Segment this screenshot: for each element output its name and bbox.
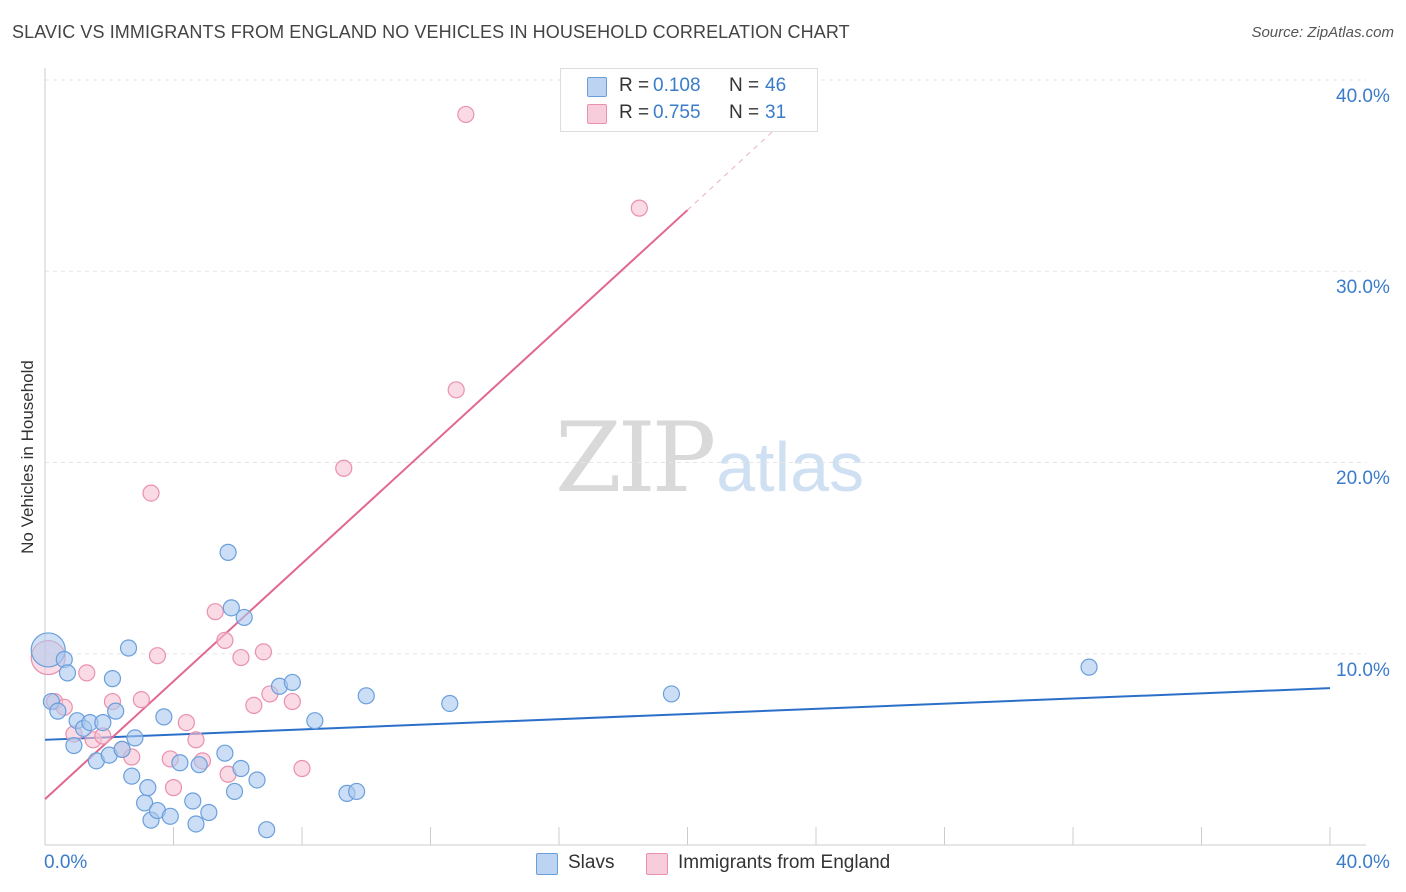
slavs-legend-swatch	[536, 853, 558, 875]
slavs-point	[58, 664, 77, 682]
legend-n-label: N =	[729, 102, 760, 123]
slavs-point	[103, 670, 122, 688]
england-point	[232, 648, 250, 667]
england-point	[245, 696, 263, 714]
england-point	[206, 603, 224, 621]
slavs-point	[123, 767, 141, 785]
england-swatch	[587, 104, 607, 124]
slavs-point	[348, 782, 366, 801]
legend-r-label: R =	[619, 75, 650, 96]
legend-r-value: 0.755	[653, 102, 701, 123]
slavs-point	[225, 782, 244, 801]
watermark-zip: ZIP	[555, 402, 716, 514]
slavs-point	[1080, 658, 1098, 676]
slavs-point	[49, 702, 67, 720]
legend-r-value: 0.108	[653, 75, 701, 96]
england-point	[132, 691, 150, 709]
slavs-point	[216, 744, 234, 762]
england-legend-label: Immigrants from England	[678, 852, 891, 873]
slavs-point	[357, 687, 375, 705]
axes	[44, 68, 1366, 846]
zipatlas-watermark: ZIPatlas	[555, 402, 864, 514]
slavs-legend-label: Slavs	[568, 852, 615, 873]
y-tick-label-20: 20.0%	[1336, 468, 1390, 489]
slavs-point	[235, 608, 253, 627]
england-point	[142, 484, 160, 502]
slavs-trend-line	[44, 687, 1331, 741]
source-label: Source: ZipAtlas.com	[1251, 24, 1394, 41]
slavs-point	[190, 756, 208, 774]
england-legend-swatch	[646, 853, 668, 875]
grid-lines	[45, 79, 1366, 655]
england-point	[78, 664, 96, 682]
england-point	[293, 759, 311, 778]
slavs-point	[113, 740, 131, 758]
legend-r-label: R =	[619, 102, 650, 123]
slavs-point	[441, 694, 459, 713]
stats-legend: R = 0.108 N = 46 R = 0.755 N = 31	[560, 68, 818, 132]
england-point	[457, 105, 475, 124]
england-point	[148, 647, 167, 665]
x-tick-label-min: 0.0%	[44, 852, 88, 873]
slavs-point	[171, 754, 189, 772]
watermark-atlas: atlas	[716, 428, 865, 506]
trend-lines	[44, 91, 1331, 800]
england-point	[283, 692, 301, 711]
england-point	[216, 631, 234, 649]
england-point	[335, 459, 353, 477]
slavs-point	[283, 673, 301, 692]
slavs-point	[200, 803, 218, 822]
england-trend-line	[44, 209, 689, 800]
slavs-point	[306, 712, 324, 730]
legend-n-label: N =	[729, 75, 760, 96]
slavs-point	[139, 779, 157, 797]
slavs-point	[222, 599, 240, 617]
slavs-point	[187, 815, 205, 833]
slavs-point	[662, 685, 681, 703]
y-tick-label-30: 30.0%	[1336, 277, 1390, 298]
slavs-point	[161, 807, 179, 825]
slavs-point	[107, 702, 125, 720]
y-tick-label-10: 10.0%	[1336, 660, 1390, 681]
england-point	[164, 779, 183, 797]
chart-title: SLAVIC VS IMMIGRANTS FROM ENGLAND NO VEH…	[12, 22, 850, 42]
legend-n-value: 46	[765, 75, 787, 96]
slavs-point	[258, 821, 276, 839]
england-point	[254, 643, 273, 661]
slavs-point	[155, 708, 173, 726]
slavs-point	[126, 729, 144, 747]
legend-n-value: 31	[765, 102, 787, 123]
slavs-point	[219, 543, 237, 561]
slavs-point	[119, 639, 138, 657]
slavs-point	[184, 792, 202, 810]
slavs-swatch	[587, 77, 607, 97]
x-tick-label-max: 40.0%	[1336, 852, 1390, 873]
y-tick-label-40: 40.0%	[1336, 86, 1390, 107]
data-points	[30, 105, 1098, 839]
england-point	[177, 713, 195, 732]
slavs-point	[94, 713, 112, 732]
slavs-point	[65, 736, 83, 755]
england-point	[630, 199, 648, 217]
slavs-point	[232, 759, 250, 778]
slavs-point	[248, 771, 266, 789]
england-point	[187, 731, 205, 749]
england-point	[447, 381, 465, 399]
